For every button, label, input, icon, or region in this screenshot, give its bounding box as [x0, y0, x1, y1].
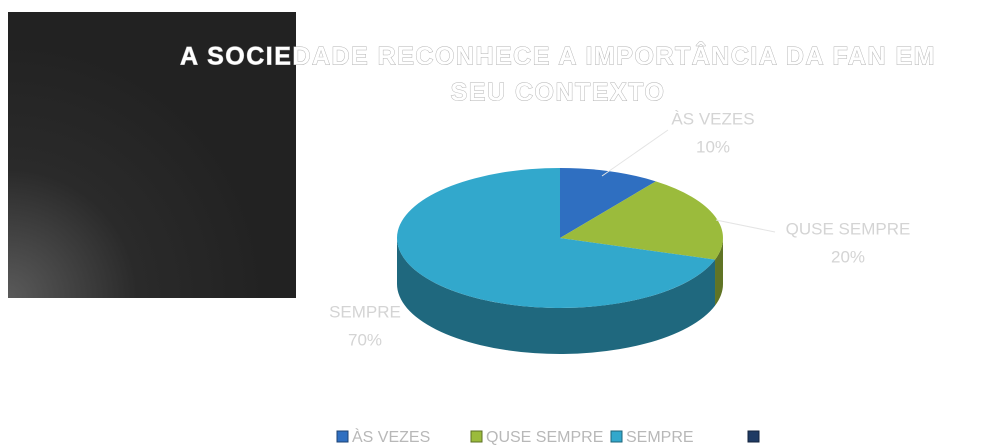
data-label-value: 20% [831, 247, 865, 266]
legend-swatch [747, 430, 760, 443]
legend-swatch [470, 430, 483, 443]
leader-line [715, 219, 776, 233]
data-label-category: ÀS VEZES [671, 109, 754, 128]
pie-slice [396, 168, 716, 308]
pie-slice [560, 168, 656, 238]
data-label-value: 70% [348, 330, 382, 349]
data-label-category: SEMPRE [329, 302, 401, 321]
data-label-value: 10% [696, 137, 730, 156]
pie-slice [560, 181, 724, 260]
legend-label: QUSE SEMPRE [486, 429, 603, 445]
legend-label: ÀS VEZES [352, 427, 430, 445]
pie-side [397, 238, 716, 354]
pie-side [715, 238, 723, 306]
legend-label: SEMPRE [626, 429, 694, 445]
leader-line [601, 129, 669, 177]
chart-title: A SOCIEDADE RECONHECE A IMPORTÂNCIA DA F… [180, 41, 936, 71]
background-panel [8, 12, 296, 298]
legend-swatch [336, 430, 349, 443]
legend-swatch [610, 430, 623, 443]
data-label-category: QUSE SEMPRE [786, 219, 911, 238]
chart-title: SEU CONTEXTO [451, 79, 666, 107]
